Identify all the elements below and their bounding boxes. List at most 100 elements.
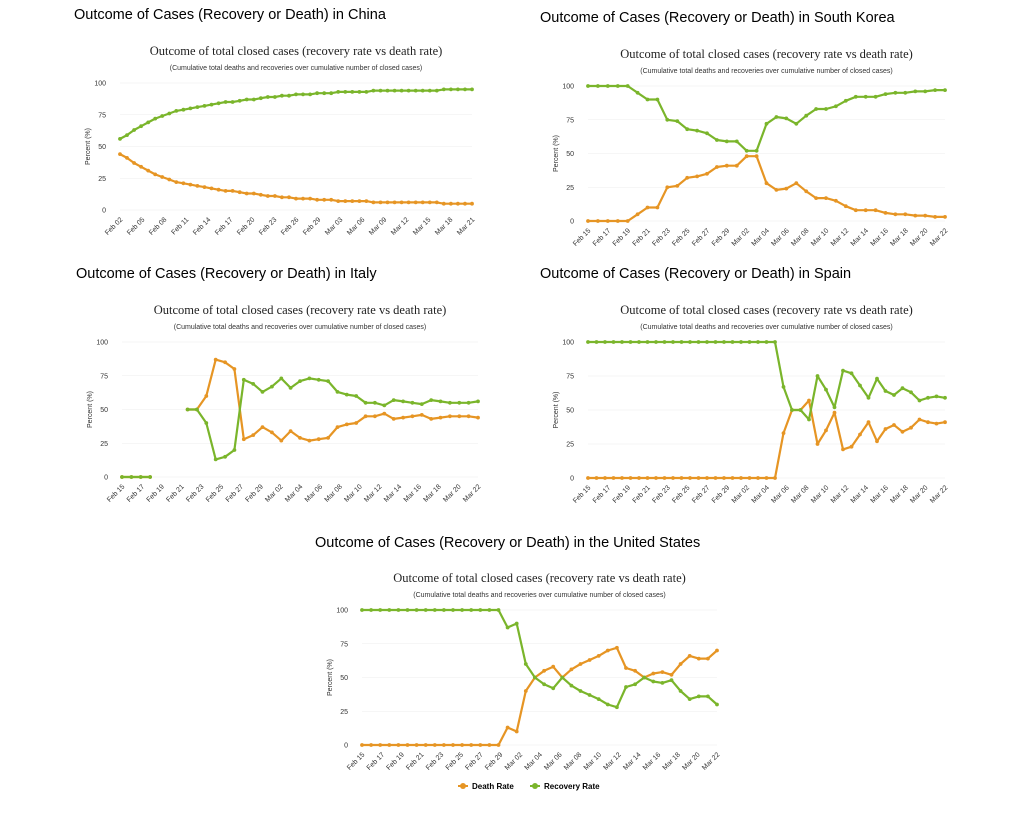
recovery-rate-point (469, 608, 474, 612)
death-rate-point (419, 413, 424, 417)
recovery-rate-point (442, 608, 446, 612)
recovery-rate-point (637, 340, 641, 344)
recovery-rate-point (715, 702, 719, 707)
death-rate-point (807, 398, 811, 403)
chart-title: Outcome of total closed cases (recovery … (620, 47, 913, 61)
recovery-rate-point (642, 675, 647, 680)
x-tick-label: Feb 23 (425, 751, 445, 771)
death-rate-point (824, 196, 828, 201)
death-rate-point (470, 201, 474, 206)
recovery-rate-point (832, 405, 837, 410)
y-axis-label: Percent (%) (85, 128, 92, 165)
recovery-rate-point (326, 379, 330, 383)
y-axis-label: Percent (%) (553, 392, 560, 429)
death-rate-point (350, 199, 355, 204)
death-rate-point (747, 476, 752, 480)
recovery-rate-point (654, 340, 658, 344)
death-rate-point (660, 670, 665, 674)
death-rate-point (476, 415, 480, 420)
recovery-rate-point (202, 104, 207, 108)
death-rate-point (232, 367, 237, 371)
recovery-rate-point (167, 111, 172, 116)
death-rate-point (298, 436, 302, 440)
death-rate-point (662, 476, 667, 480)
death-rate-point (354, 421, 359, 425)
recovery-rate-point (893, 90, 898, 95)
recovery-rate-point (449, 87, 453, 92)
recovery-rate-point (713, 340, 718, 344)
recovery-rate-point (287, 93, 291, 98)
death-rate-point (396, 743, 401, 747)
recovery-rate-point (635, 90, 640, 95)
recovery-rate-point (357, 90, 362, 94)
recovery-rate-point (705, 340, 709, 344)
recovery-rate-point (715, 138, 719, 142)
recovery-rate-point (900, 386, 905, 391)
death-rate-point (923, 213, 928, 218)
recovery-rate-point (863, 94, 868, 99)
recovery-rate-point (316, 377, 321, 382)
recovery-rate-point (739, 340, 743, 344)
y-tick-label: 100 (96, 340, 108, 347)
death-rate-point (611, 476, 616, 480)
recovery-rate-point (363, 400, 368, 405)
recovery-rate-point (853, 94, 858, 99)
recovery-rate-point (587, 693, 592, 697)
recovery-rate-point (391, 398, 396, 402)
y-axis-label: Percent (%) (87, 391, 94, 428)
y-tick-label: 0 (102, 208, 106, 215)
legend-item-death: Death Rate (458, 782, 514, 791)
recovery-rate-point (730, 340, 735, 344)
recovery-rate-point (917, 398, 922, 403)
recovery-rate-point (209, 102, 214, 107)
death-rate-point (336, 199, 341, 204)
recovery-rate-point (478, 608, 483, 612)
death-rate-point (934, 421, 939, 426)
chart-subtitle: (Cumulative total deaths and recoveries … (174, 324, 427, 331)
death-rate-point (824, 428, 828, 433)
death-rate-point (853, 208, 858, 213)
death-rate-point (635, 212, 640, 217)
death-rate-point (360, 743, 364, 747)
death-rate-point (715, 165, 719, 169)
recovery-rate-point (875, 376, 879, 381)
spain-heading: Outcome of Cases (Recovery or Death) in … (540, 266, 852, 282)
recovery-rate-point (784, 116, 789, 121)
recovery-rate-point (387, 608, 392, 612)
death-rate-point (280, 195, 284, 200)
recovery-rate-point (551, 686, 556, 691)
death-rate-point (457, 414, 462, 419)
death-rate-point (679, 476, 684, 480)
recovery-rate-point (308, 92, 312, 97)
recovery-rate-point (406, 88, 411, 93)
united-states-heading: Outcome of Cases (Recovery or Death) in … (315, 535, 701, 551)
recovery-rate-point (432, 608, 437, 612)
death-rate-point (730, 476, 735, 480)
death-rate-point (279, 438, 284, 443)
death-rate-point (442, 743, 446, 747)
death-rate-point (160, 175, 165, 179)
death-rate-point (387, 743, 392, 747)
recovery-rate-point (230, 100, 235, 104)
death-rate-point (288, 429, 293, 433)
recovery-rate-point (241, 377, 246, 382)
y-tick-label: 0 (344, 743, 348, 750)
death-rate-point (586, 219, 590, 223)
death-rate-point (678, 662, 683, 666)
recovery-rate-point (153, 116, 158, 121)
death-rate-point (625, 219, 630, 223)
death-rate-point (620, 476, 624, 480)
death-rate-point (216, 187, 221, 192)
recovery-rate-point (586, 84, 590, 88)
death-rate-point (307, 438, 312, 443)
y-tick-label: 50 (566, 408, 574, 415)
recovery-rate-point (195, 105, 200, 109)
y-tick-label: 100 (336, 608, 348, 615)
death-rate-point (420, 200, 425, 205)
death-rate-point (605, 219, 610, 223)
chart-subtitle: (Cumulative total deaths and recoveries … (413, 592, 666, 599)
recovery-rate-point (322, 91, 327, 96)
recovery-rate-point (195, 407, 199, 412)
death-rate-point (594, 476, 599, 480)
recovery-rate-point (213, 457, 218, 462)
